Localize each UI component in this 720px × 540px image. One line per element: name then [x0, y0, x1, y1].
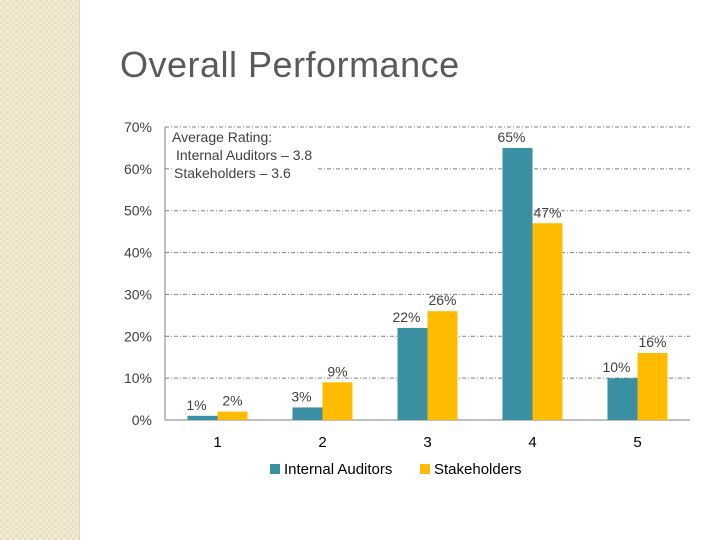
- x-tick-label: 3: [423, 434, 431, 451]
- data-label: 22%: [392, 309, 420, 325]
- legend-swatch-stakeholders: [420, 464, 430, 474]
- data-label: 47%: [533, 204, 561, 220]
- data-label: 3%: [291, 388, 311, 404]
- legend-label-internal-auditors: Internal Auditors: [284, 461, 392, 478]
- data-label: 10%: [602, 359, 630, 375]
- x-tick-label: 4: [528, 434, 536, 451]
- y-tick-label: 20%: [124, 328, 152, 344]
- y-tick-label: 70%: [124, 119, 152, 135]
- data-label: 9%: [327, 363, 347, 379]
- bar-stakeholders: [217, 411, 248, 420]
- bar-stakeholders: [637, 353, 668, 420]
- legend-label-stakeholders: Stakeholders: [434, 461, 522, 478]
- bar-stakeholders: [532, 223, 563, 420]
- data-label: 2%: [222, 393, 242, 409]
- side-decoration: [0, 0, 80, 540]
- annotation-line-3: Stakeholders – 3.6: [174, 165, 291, 181]
- bar-internal-auditors: [187, 415, 218, 420]
- page-title: Overall Performance: [120, 44, 460, 85]
- x-tick-label: 5: [633, 434, 641, 451]
- bar-internal-auditors: [607, 378, 638, 420]
- data-label: 26%: [428, 292, 456, 308]
- data-label: 1%: [186, 397, 206, 413]
- bar-stakeholders: [322, 382, 353, 420]
- x-tick-label: 2: [318, 434, 326, 451]
- bar-internal-auditors: [397, 327, 428, 420]
- y-tick-label: 60%: [124, 161, 152, 177]
- y-tick-label: 10%: [124, 370, 152, 386]
- legend-swatch-internal-auditors: [270, 464, 280, 474]
- data-label: 16%: [638, 334, 666, 350]
- y-tick-label: 40%: [124, 245, 152, 261]
- data-label: 65%: [497, 129, 525, 145]
- bar-internal-auditors: [502, 147, 533, 420]
- bar-stakeholders: [427, 311, 458, 420]
- x-tick-label: 1: [213, 434, 221, 451]
- y-tick-label: 0%: [132, 412, 152, 428]
- y-tick-label: 50%: [124, 203, 152, 219]
- annotation-line-1: Average Rating:: [172, 129, 273, 145]
- y-tick-label: 30%: [124, 286, 152, 302]
- bar-internal-auditors: [292, 407, 323, 420]
- average-rating-annotation: Average Rating: Internal Auditors – 3.8 …: [172, 128, 317, 182]
- annotation-line-2: Internal Auditors – 3.8: [176, 147, 313, 163]
